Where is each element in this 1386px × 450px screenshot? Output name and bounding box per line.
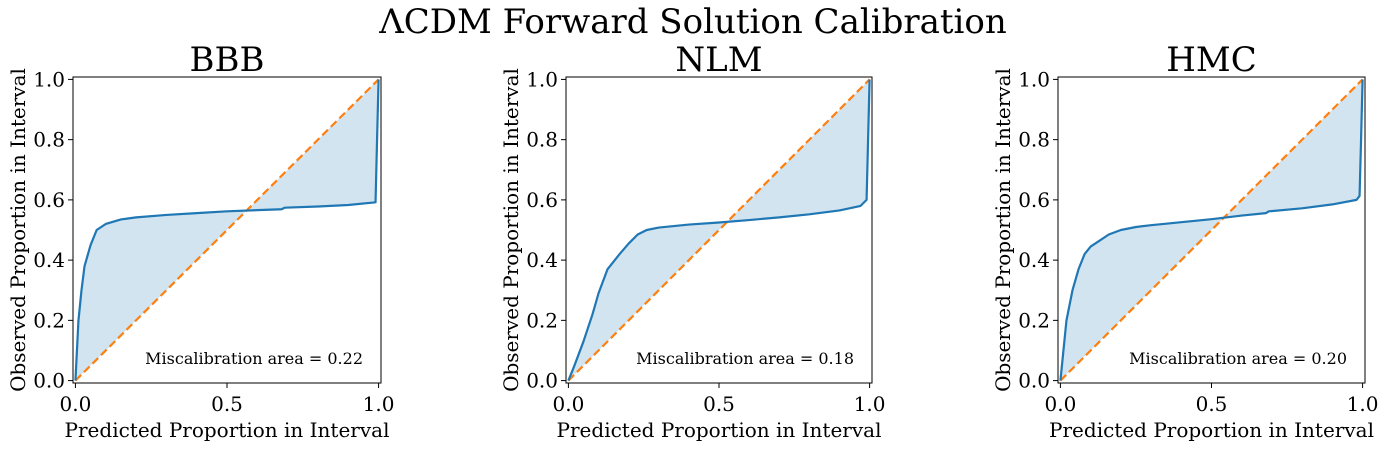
panel-1-y-tick-label: 1.0	[33, 67, 65, 91]
panel-2-y-axis-label: Observed Proportion in Interval	[499, 68, 523, 392]
panel-3-x-axis-label: Predicted Proportion in Interval	[1049, 418, 1374, 442]
panel-3-y-tick-label: 1.0	[1018, 67, 1050, 91]
panel-1-title: BBB	[190, 40, 265, 80]
panel-1-x-tick-label: 0.0	[60, 392, 92, 416]
panel-3-y-tick-label: 0.6	[1018, 188, 1050, 212]
panel-1-calibration-line	[74, 79, 380, 381]
panel-2-x-tick-label: 0.0	[553, 392, 585, 416]
panel-3-y-tick-label: 0.2	[1018, 308, 1050, 332]
panel-2-title: NLM	[675, 40, 762, 80]
panel-3-y-tick-label: 0.0	[1018, 369, 1050, 393]
panel-2-y-tick-label: 1.0	[526, 67, 558, 91]
panel-3-title: HMC	[1166, 40, 1256, 80]
panel-1-miscalibration-fill	[75, 79, 379, 381]
panel-2-calibration-line	[567, 79, 871, 381]
panel-1-x-axis-label: Predicted Proportion in Interval	[65, 418, 390, 442]
panel-3-x-tick-label: 0.5	[1196, 392, 1228, 416]
panel-3-calibration-line	[1059, 79, 1364, 381]
panel-2-y-tick-label: 0.8	[526, 128, 558, 152]
panel-2-y-tick-label: 0.0	[526, 369, 558, 393]
panel-2-ideal-line	[567, 78, 871, 382]
panel-2-y-tick-label: 0.2	[526, 308, 558, 332]
panel-3-x-tick-label: 1.0	[1347, 392, 1379, 416]
panel-2-x-tick-label: 1.0	[854, 392, 886, 416]
panel-1-x-tick-label: 0.5	[211, 392, 243, 416]
panel-3-y-axis-label: Observed Proportion in Interval	[991, 68, 1015, 392]
panel-3-y-tick-label: 0.4	[1018, 248, 1050, 272]
panel-1-y-tick-label: 0.2	[33, 308, 65, 332]
panel-2-y-tick-label: 0.6	[526, 188, 558, 212]
panel-3-x-tick-label: 0.0	[1045, 392, 1077, 416]
panel-1-y-tick-label: 0.0	[33, 369, 65, 393]
panel-3-ideal-line	[1059, 78, 1364, 382]
panel-1-x-tick-label: 1.0	[363, 392, 395, 416]
panel-1-miscalibration-annotation: Miscalibration area = 0.22	[145, 349, 363, 368]
panel-3-y-tick-label: 0.8	[1018, 128, 1050, 152]
figure-title: ΛCDM Forward Solution Calibration	[379, 2, 1007, 42]
panel-1-y-tick-label: 0.4	[33, 248, 65, 272]
panel-1-y-tick-label: 0.6	[33, 188, 65, 212]
panel-2-miscalibration-annotation: Miscalibration area = 0.18	[636, 349, 854, 368]
panel-3-miscalibration-annotation: Miscalibration area = 0.20	[1129, 349, 1347, 368]
panel-2-y-tick-label: 0.4	[526, 248, 558, 272]
panel-2-x-tick-label: 0.5	[703, 392, 735, 416]
panel-1-y-tick-label: 0.8	[33, 128, 65, 152]
panel-2-x-axis-label: Predicted Proportion in Interval	[557, 418, 882, 442]
panel-1-y-axis-label: Observed Proportion in Interval	[6, 68, 30, 392]
